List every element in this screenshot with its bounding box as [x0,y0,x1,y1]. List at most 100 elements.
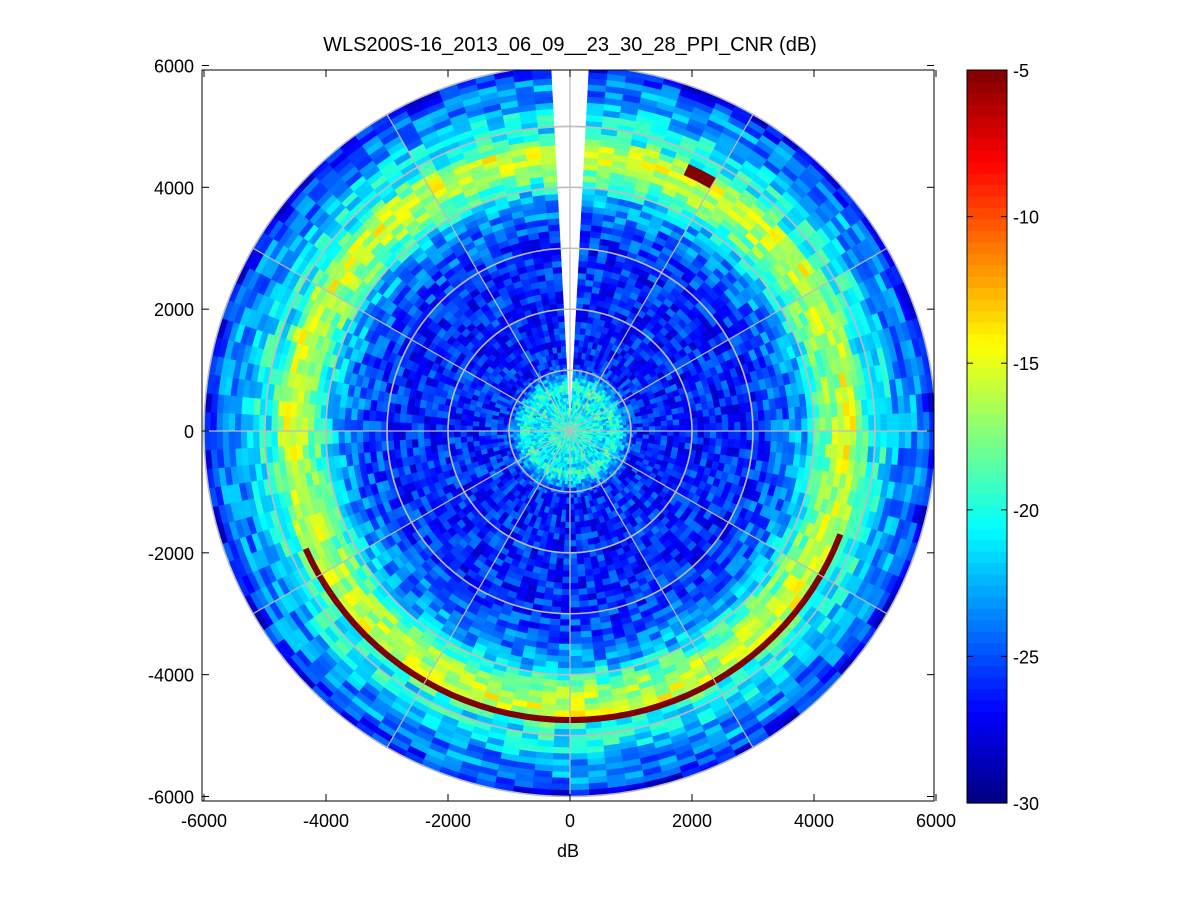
ppi-cell [423,422,431,432]
ppi-cell [581,538,589,547]
ppi-cell [554,284,564,293]
ppi-cell [569,515,576,523]
ppi-cell [642,430,650,436]
ppi-cell [564,377,568,382]
ppi-cell [565,509,571,517]
ppi-cell [757,410,766,422]
ppi-cell [435,416,443,425]
ppi-cell [558,527,566,535]
ppi-cell [564,383,569,389]
ppi-cell [579,526,587,535]
ppi-cell [764,430,772,442]
ppi-cell [374,410,383,422]
ppi-cell [740,421,748,432]
ppi-cell [667,425,675,432]
ppi-cell [453,424,461,432]
plot-axes: -6000 -4000 -2000 0 2000 4000 6000 60004000200… [148,57,956,832]
ppi-cell [559,619,571,627]
ppi-cell [560,600,571,609]
ppi-cell [460,436,468,443]
ppi-cell [572,487,577,492]
ppi-cell [561,570,571,578]
ppi-cell [678,412,686,420]
ppi-cell [661,425,668,432]
ppi-cell [569,558,578,566]
ppi-cell [417,430,425,440]
ppi-cell [555,557,564,566]
ppi-cell [554,569,564,578]
ppi-cell [572,477,576,482]
ppi-cell [560,594,571,602]
ppi-cell [697,437,705,446]
ppi-cell [679,430,687,438]
ppi-cell [547,630,560,639]
ppi-cell [465,425,473,432]
ppi-cell [727,438,735,449]
ppi-cell [685,424,693,432]
ppi-cell [721,422,729,432]
ppi-cell [758,420,766,432]
ppi-cell [561,351,567,359]
ppi-cell [673,430,681,438]
ppi-cell [734,430,742,441]
ppi-cell [679,424,687,432]
ppi-cell [672,419,680,426]
ppi-cell [392,439,401,450]
ppi-cell [459,424,467,432]
ppi-cell [472,420,480,427]
ppi-cell [405,413,413,424]
ppi-cell [573,503,579,511]
ppi-cell [578,260,589,268]
ppi-cell [362,441,371,453]
ppi-cell [558,327,566,335]
ppi-cell [576,290,586,299]
ppi-cell [561,582,571,590]
ppi-cell [672,413,680,421]
ppi-cell [576,284,586,293]
ppi-cell [478,430,486,437]
ppi-cell [404,422,412,432]
ppi-cell [697,423,705,432]
ppi-cell [453,418,462,426]
ppi-cell [362,430,370,443]
ppi-cell [739,412,748,423]
ppi-cell [703,423,711,432]
ppi-cell [757,440,766,452]
ppi-cell [569,527,576,535]
ppi-cell [362,409,371,421]
ppi-cell [453,436,462,444]
ppi-cell [666,419,674,427]
ppi-cell [362,419,370,432]
ppi-cell [763,440,772,453]
ppi-cell [404,430,412,440]
ppi-cell [728,430,736,440]
ppi-cell [579,229,592,238]
ppi-cell [660,435,668,442]
ppi-cell [557,539,565,547]
ppi-cell [578,254,589,262]
ppi-cell [661,430,668,437]
ppi-cell [496,434,504,439]
ppi-cell [417,422,425,432]
ppi-cell [563,540,571,548]
ppi-cell [703,416,711,425]
ppi-cell [368,440,377,453]
ppi-cell [460,419,468,426]
ppi-cell [490,426,498,432]
ppi-cell [697,430,705,439]
ppi-cell [673,424,681,432]
ppi-cell [561,588,571,596]
ppi-cell [567,410,570,415]
ppi-cell [411,414,419,424]
ppi-cell [569,564,578,572]
ppi-cell [551,600,562,608]
ppi-cell [678,418,687,426]
ppi-cell [551,594,562,602]
ppi-cell [560,345,567,353]
ppi-cell [577,588,588,596]
ppi-cell [569,540,577,548]
ppi-cell [392,430,400,441]
ppi-cell [715,438,723,448]
ppi-cell [509,433,514,438]
